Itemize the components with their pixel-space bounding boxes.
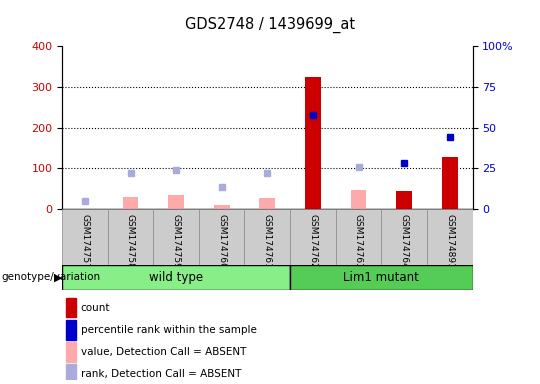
Text: count: count: [80, 303, 110, 313]
Bar: [123, 197, 138, 209]
Text: rank, Detection Call = ABSENT: rank, Detection Call = ABSENT: [80, 369, 241, 379]
Text: GSM174764: GSM174764: [400, 214, 409, 268]
Bar: [290, 265, 472, 290]
Text: GSM174759: GSM174759: [172, 214, 180, 269]
Text: wild type: wild type: [149, 271, 203, 284]
Bar: [442, 157, 458, 209]
Bar: [66, 320, 77, 339]
Bar: [259, 198, 275, 209]
Text: GDS2748 / 1439699_at: GDS2748 / 1439699_at: [185, 17, 355, 33]
Bar: [199, 209, 245, 265]
Text: ▶: ▶: [54, 272, 63, 283]
Bar: [350, 190, 367, 209]
Text: GSM174761: GSM174761: [263, 214, 272, 269]
Bar: [66, 342, 77, 362]
Bar: [381, 209, 427, 265]
Text: GSM174763: GSM174763: [354, 214, 363, 269]
Bar: [214, 205, 230, 209]
Text: GSM174891: GSM174891: [445, 214, 454, 269]
Bar: [62, 265, 290, 290]
Text: value, Detection Call = ABSENT: value, Detection Call = ABSENT: [80, 347, 246, 357]
Bar: [336, 209, 381, 265]
Text: GSM174762: GSM174762: [308, 214, 318, 268]
Bar: [153, 209, 199, 265]
Bar: [396, 191, 412, 209]
Bar: [62, 209, 107, 265]
Text: genotype/variation: genotype/variation: [2, 272, 101, 283]
Bar: [66, 298, 77, 318]
Text: GSM174757: GSM174757: [80, 214, 90, 269]
Bar: [107, 209, 153, 265]
Bar: [427, 209, 472, 265]
Text: GSM174760: GSM174760: [217, 214, 226, 269]
Bar: [66, 364, 77, 384]
Text: Lim1 mutant: Lim1 mutant: [343, 271, 419, 284]
Text: percentile rank within the sample: percentile rank within the sample: [80, 325, 256, 335]
Bar: [305, 77, 321, 209]
Text: GSM174758: GSM174758: [126, 214, 135, 269]
Bar: [168, 195, 184, 209]
Bar: [290, 209, 336, 265]
Bar: [245, 209, 290, 265]
